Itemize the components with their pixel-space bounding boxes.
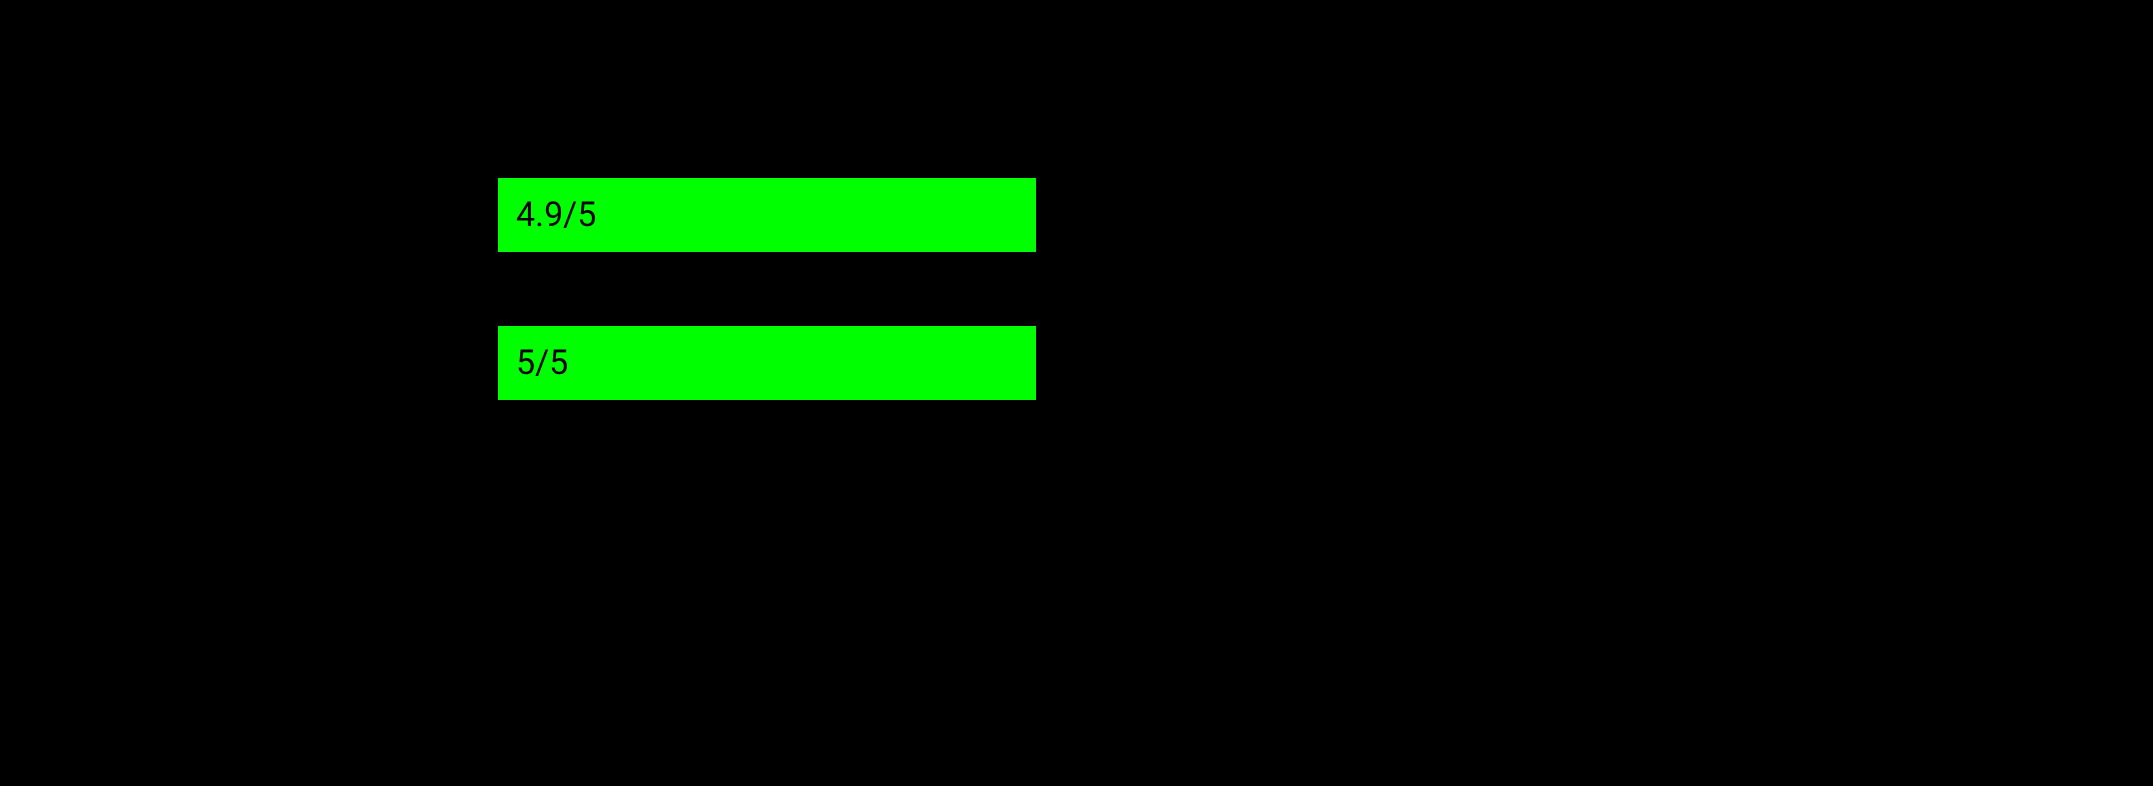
rating-bar: 5/5 — [498, 326, 1036, 400]
rating-label: 4.9/5 — [516, 195, 596, 235]
ratings-container: 4.9/5 5/5 — [498, 178, 1036, 400]
rating-label: 5/5 — [516, 343, 568, 383]
rating-bar: 4.9/5 — [498, 178, 1036, 252]
